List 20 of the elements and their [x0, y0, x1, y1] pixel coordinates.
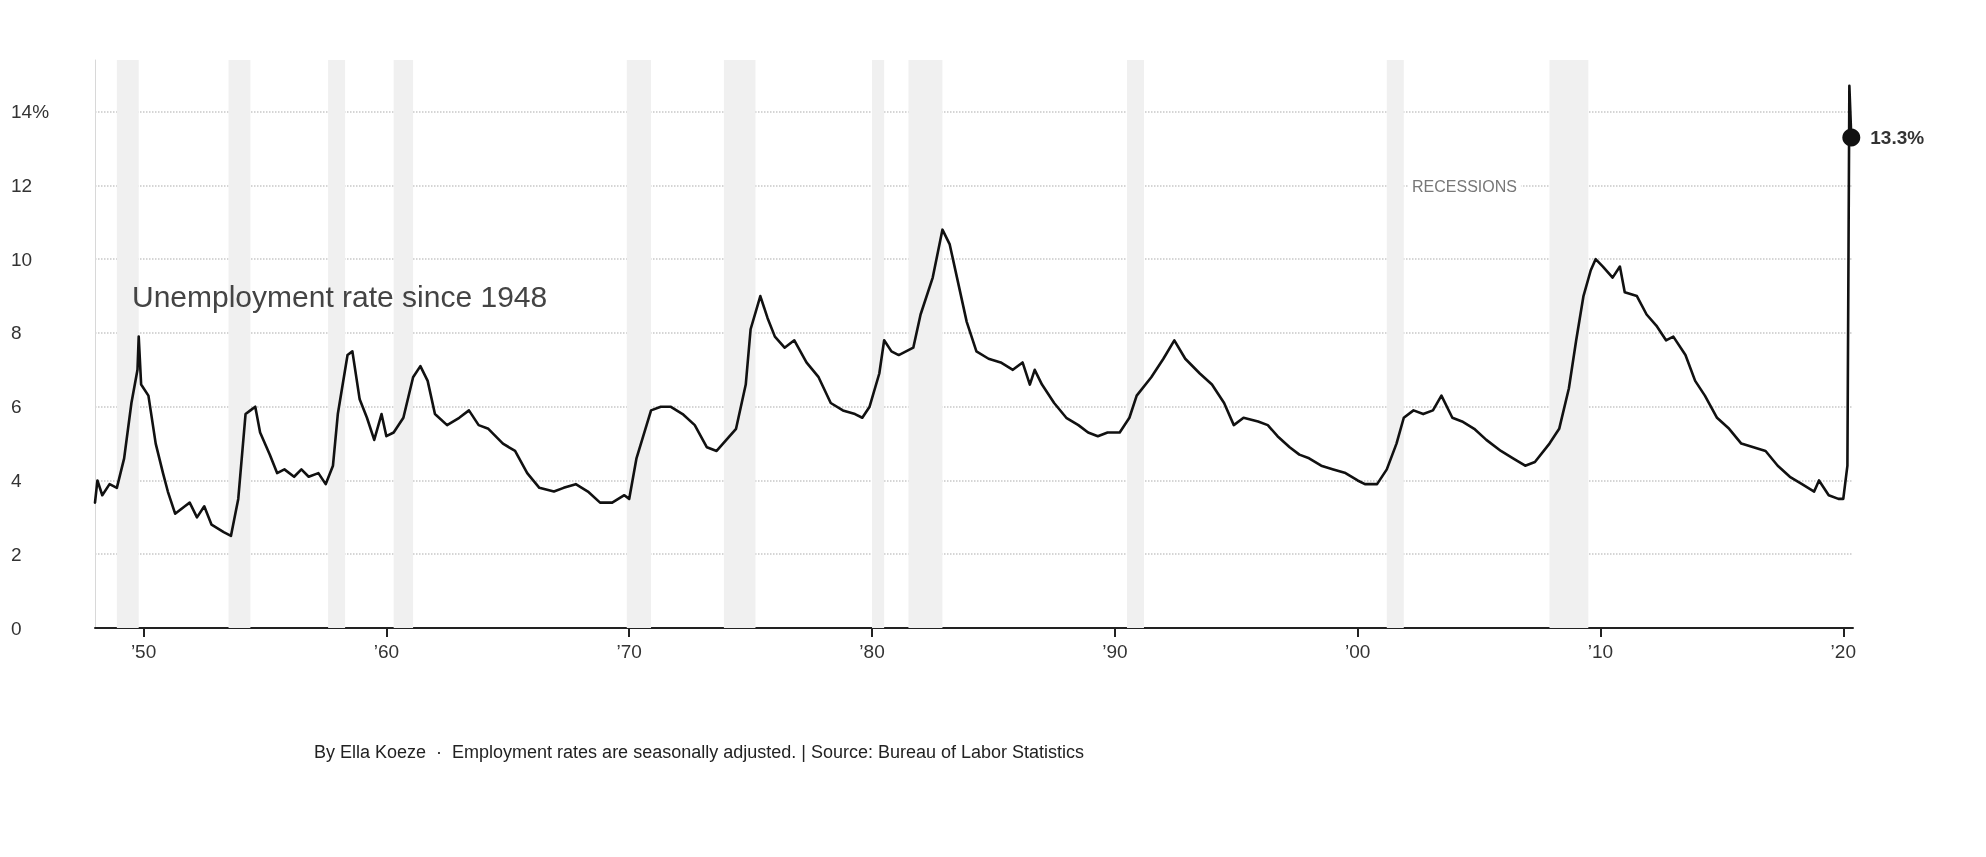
y-tick-label: 10 — [11, 248, 33, 270]
y-tick-label: 2 — [11, 543, 22, 565]
x-tick-label: ’70 — [616, 641, 642, 662]
y-tick-label: 14% — [11, 101, 50, 123]
x-tick-label: ’90 — [1102, 641, 1128, 662]
annotation: 13.3% — [1870, 126, 1925, 148]
text: By Ella Koeze · Employment rates are seasonally adjusted. | Source: Bureau of Labor Statistics — [314, 742, 1085, 762]
x-tick-label: ’80 — [859, 641, 885, 662]
x-tick-label: ’10 — [1587, 641, 1614, 662]
y-tick-label: 0 — [11, 617, 22, 639]
x-tick-label: ’00 — [1344, 641, 1371, 662]
y-tick-label: 4 — [11, 469, 22, 491]
annotation: RECESSIONS — [1412, 177, 1517, 195]
x-tick-label: ’50 — [130, 641, 157, 662]
text: Unemployment rate since 1948 — [132, 279, 548, 313]
y-tick-label: 6 — [11, 396, 22, 418]
x-tick-label: ’20 — [1830, 641, 1856, 662]
y-tick-label: 12 — [11, 174, 33, 196]
x-tick-label: ’60 — [373, 641, 400, 662]
y-tick-label: 8 — [11, 322, 22, 344]
